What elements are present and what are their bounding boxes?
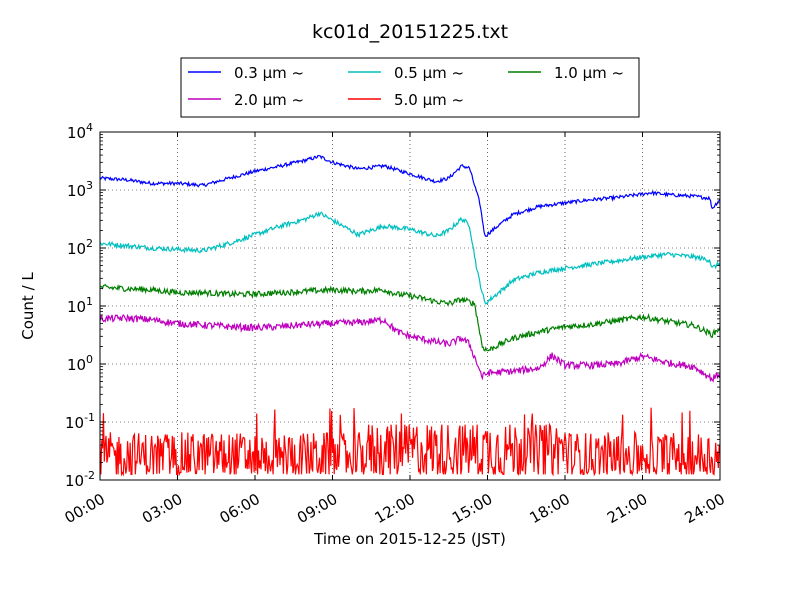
series-line xyxy=(99,313,721,383)
legend-entry-label: 2.0 μm ~ xyxy=(234,91,304,109)
x-tick-label: 03:00 xyxy=(139,490,185,527)
legend: 0.3 μm ~ 0.5 μm ~ 1.0 μm ~ 2.0 μm ~ 5.0 μm ~ xyxy=(180,57,640,118)
legend-box xyxy=(180,57,640,118)
y-tick-label: 103 xyxy=(67,179,93,200)
series-line xyxy=(99,154,721,237)
series-line xyxy=(99,407,721,477)
y-tick-label: 10-1 xyxy=(65,411,95,432)
x-tick-label: 06:00 xyxy=(217,490,263,527)
chart-title: kc01d_20151225.txt xyxy=(312,21,508,43)
legend-entry-label: 1.0 μm ~ xyxy=(554,64,624,82)
legend-entry-label: 5.0 μm ~ xyxy=(394,91,464,109)
x-tick-label: 15:00 xyxy=(449,490,495,527)
x-tick-label: 21:00 xyxy=(604,490,650,527)
legend-entry-label: 0.3 μm ~ xyxy=(234,64,304,82)
y-tick-label: 102 xyxy=(67,237,93,258)
y-tick-label: 10-2 xyxy=(65,469,95,490)
x-axis-label: Time on 2015-12-25 (JST) xyxy=(313,530,506,548)
y-tick-label: 100 xyxy=(67,353,93,374)
x-tick-label: 12:00 xyxy=(372,490,418,527)
series-line xyxy=(99,211,721,305)
x-tick-label: 18:00 xyxy=(527,490,573,527)
y-axis-label: Count / L xyxy=(19,272,37,340)
y-tick-label: 101 xyxy=(67,295,93,316)
legend-entry-label: 0.5 μm ~ xyxy=(394,64,464,82)
x-tick-label: 00:00 xyxy=(62,490,108,527)
y-tick-label: 104 xyxy=(67,121,93,142)
data-series xyxy=(99,154,721,477)
x-tick-label: 24:00 xyxy=(682,490,728,527)
x-tick-label: 09:00 xyxy=(294,490,340,527)
series-line xyxy=(99,283,721,352)
